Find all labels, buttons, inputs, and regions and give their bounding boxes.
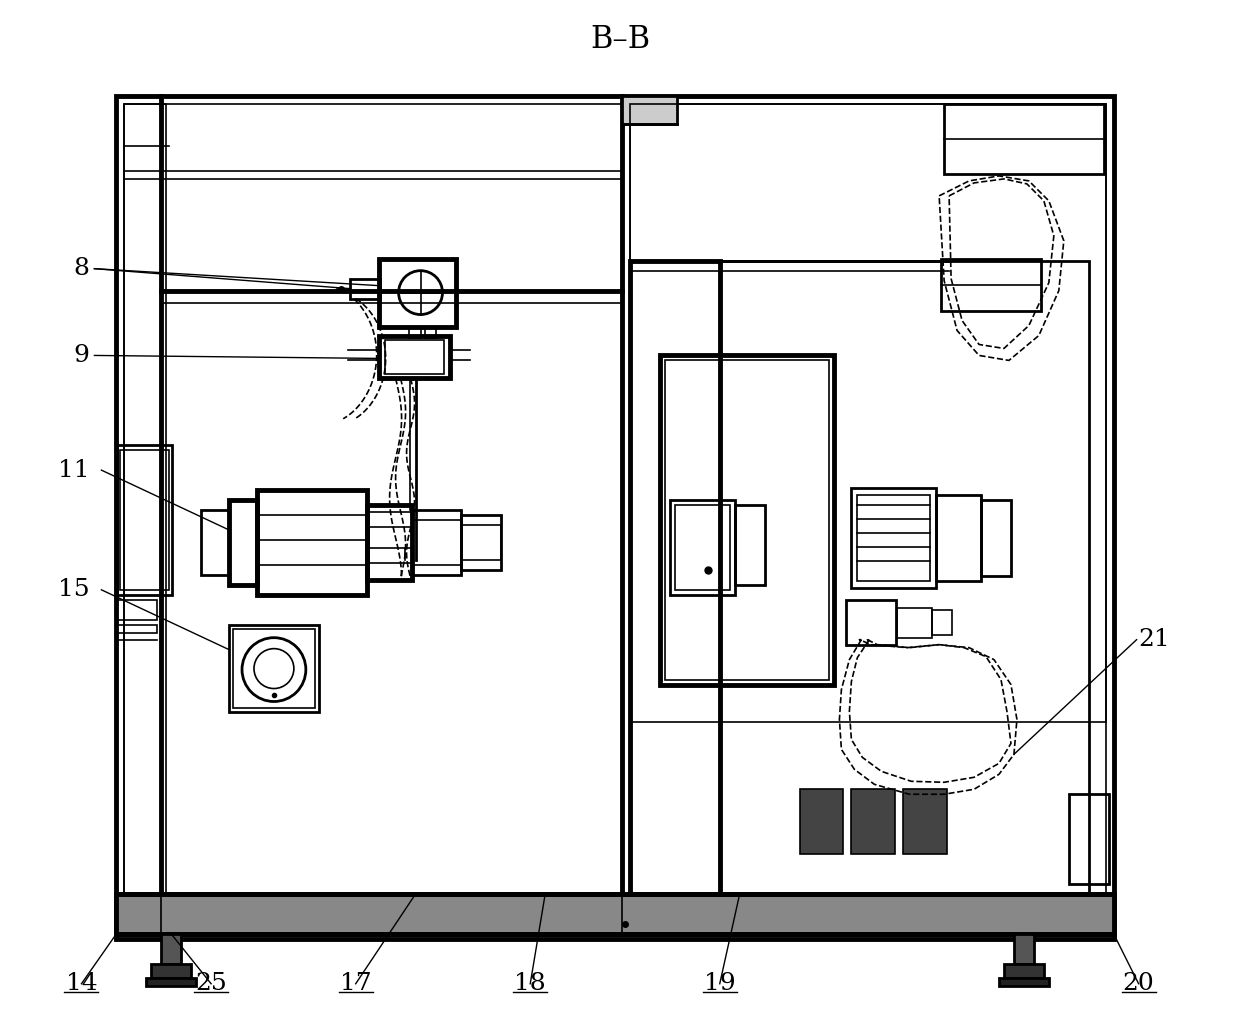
Bar: [981, 500, 1011, 576]
Bar: [151, 964, 191, 978]
Text: 17: 17: [340, 972, 372, 996]
Bar: [903, 789, 947, 854]
Bar: [257, 490, 367, 595]
Bar: [630, 261, 1089, 894]
Bar: [852, 488, 936, 587]
Bar: [229, 625, 319, 712]
Bar: [1014, 934, 1034, 964]
Text: B–B: B–B: [590, 24, 650, 55]
Bar: [670, 500, 734, 595]
Bar: [675, 505, 729, 589]
Bar: [146, 978, 196, 985]
Bar: [378, 336, 450, 378]
Bar: [932, 610, 952, 635]
Bar: [118, 600, 157, 619]
Bar: [378, 258, 456, 327]
Bar: [118, 625, 157, 633]
Bar: [847, 600, 897, 644]
Bar: [1069, 794, 1109, 884]
Bar: [630, 261, 719, 894]
Bar: [800, 789, 843, 854]
Bar: [367, 505, 412, 580]
Text: 9: 9: [73, 344, 89, 367]
Text: 25: 25: [195, 972, 227, 996]
Bar: [665, 361, 830, 679]
Bar: [461, 525, 501, 559]
Bar: [941, 258, 1040, 310]
Bar: [161, 934, 181, 964]
Bar: [117, 96, 1114, 939]
Bar: [412, 520, 461, 565]
Bar: [1004, 964, 1044, 978]
Bar: [424, 327, 436, 338]
Bar: [367, 512, 412, 527]
Text: 21: 21: [1138, 629, 1171, 651]
Bar: [622, 96, 677, 124]
Bar: [936, 495, 981, 581]
Bar: [461, 515, 501, 570]
Bar: [350, 278, 379, 299]
Bar: [852, 789, 895, 854]
Bar: [118, 446, 172, 595]
Bar: [233, 629, 315, 708]
Text: 11: 11: [58, 459, 89, 482]
Bar: [660, 356, 835, 685]
Text: 15: 15: [58, 578, 89, 602]
Text: 20: 20: [1122, 972, 1154, 996]
Text: 14: 14: [66, 972, 97, 996]
Bar: [229, 500, 257, 585]
Bar: [124, 104, 1106, 931]
Bar: [408, 327, 420, 338]
Bar: [999, 978, 1049, 985]
Bar: [412, 510, 461, 575]
Bar: [898, 608, 932, 638]
Bar: [201, 510, 229, 575]
Bar: [367, 548, 412, 562]
Bar: [630, 104, 1106, 723]
Text: 19: 19: [704, 972, 735, 996]
Bar: [117, 894, 1114, 934]
Bar: [734, 505, 765, 585]
Text: 8: 8: [73, 257, 89, 280]
Text: 18: 18: [515, 972, 546, 996]
Bar: [120, 450, 169, 589]
Bar: [944, 104, 1104, 174]
Bar: [124, 104, 166, 931]
Bar: [857, 495, 930, 581]
Bar: [384, 340, 444, 374]
